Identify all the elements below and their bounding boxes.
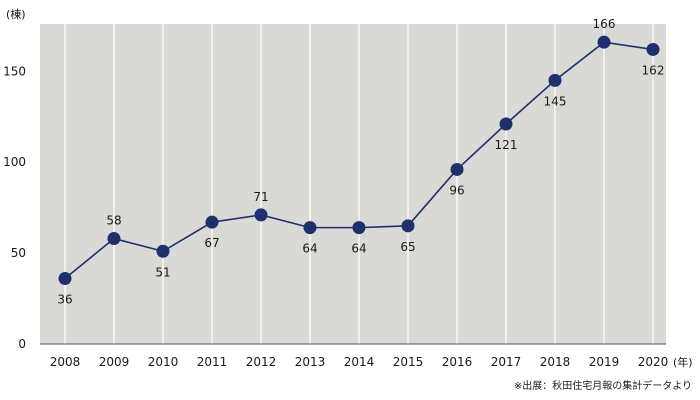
- x-tick-label: 2016: [442, 355, 473, 369]
- data-labels: 36 58 51 67 71 64 64 65 96 121 145 166 162: [57, 17, 664, 306]
- data-label: 51: [155, 265, 170, 279]
- data-label: 65: [400, 240, 415, 254]
- data-label: 71: [253, 190, 268, 204]
- data-label: 121: [495, 138, 518, 152]
- x-tick-label: 2013: [295, 355, 326, 369]
- x-tick-label: 2009: [99, 355, 130, 369]
- x-tick-label: 2017: [491, 355, 522, 369]
- y-axis-ticks: 0 50 100 150: [3, 64, 26, 351]
- x-tick-label: 2015: [393, 355, 424, 369]
- x-tick-label: 2018: [540, 355, 571, 369]
- y-tick-label: 50: [11, 246, 26, 260]
- x-axis-unit: (年): [673, 355, 693, 369]
- plot-area: [40, 24, 666, 344]
- y-tick-label: 100: [3, 155, 26, 169]
- x-tick-label: 2019: [589, 355, 620, 369]
- data-point: [156, 244, 170, 258]
- y-tick-label: 150: [3, 64, 26, 78]
- data-point: [597, 35, 611, 49]
- data-point: [303, 221, 317, 235]
- data-label: 67: [204, 236, 219, 250]
- data-point: [254, 208, 268, 222]
- x-tick-label: 2012: [246, 355, 277, 369]
- y-axis-unit: (棟): [6, 7, 26, 21]
- data-label: 166: [593, 17, 616, 31]
- data-label: 96: [449, 183, 464, 197]
- data-label: 36: [57, 293, 72, 307]
- data-label: 58: [106, 214, 121, 228]
- data-label: 145: [544, 94, 567, 108]
- x-tick-label: 2014: [344, 355, 375, 369]
- data-label: 64: [302, 242, 317, 256]
- data-point: [401, 219, 415, 233]
- data-label: 162: [642, 63, 665, 77]
- data-point: [548, 73, 562, 87]
- data-point: [450, 162, 464, 176]
- data-point: [352, 221, 366, 235]
- y-tick-label: 0: [18, 337, 26, 351]
- data-point: [205, 215, 219, 229]
- data-label: 64: [351, 242, 366, 256]
- x-tick-label: 2020: [638, 355, 669, 369]
- data-point: [646, 42, 660, 56]
- x-tick-label: 2010: [148, 355, 179, 369]
- data-point: [107, 232, 121, 246]
- x-axis-ticks: 2008 2009 2010 2011 2012 2013 2014 2015 2016 2017…: [50, 355, 669, 369]
- x-tick-label: 2008: [50, 355, 81, 369]
- data-markers: [58, 35, 660, 286]
- source-note: ※出展：秋田住宅月報の集計データより: [513, 381, 692, 392]
- data-point: [58, 272, 72, 286]
- data-point: [499, 117, 513, 131]
- x-tick-label: 2011: [197, 355, 228, 369]
